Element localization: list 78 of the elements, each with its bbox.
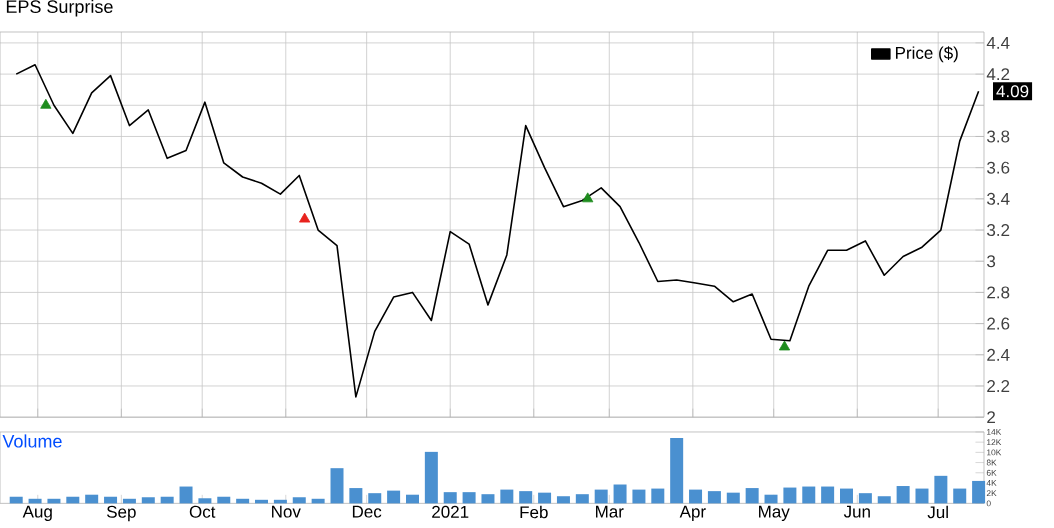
bar — [349, 488, 363, 504]
y-axis-title: Volume — [2, 434, 62, 448]
x-tick-label: Jun — [843, 505, 870, 518]
y-tick-label: 4.2 — [986, 68, 1010, 81]
y-tick-label: 3.2 — [987, 224, 1010, 237]
bar — [840, 488, 854, 504]
bar — [141, 497, 155, 504]
y-tick-label: 2.8 — [987, 286, 1010, 299]
x-tick-label: 2021 — [432, 505, 469, 518]
bar — [198, 498, 212, 504]
point — [40, 98, 52, 109]
x-tick-label: Dec — [352, 505, 382, 518]
bar — [972, 480, 986, 504]
bar — [368, 493, 382, 504]
bar — [481, 494, 495, 504]
bar — [9, 496, 23, 504]
bar — [613, 484, 627, 504]
x-tick-label: Nov — [272, 505, 301, 518]
bar — [934, 475, 948, 504]
y-tick-label: 2.2 — [987, 380, 1010, 392]
bar — [896, 486, 910, 504]
y-tick-label: 3.8 — [987, 130, 1010, 143]
bar — [405, 494, 419, 504]
x-tick-label: Sep — [107, 505, 136, 522]
bar — [292, 497, 306, 504]
bar — [443, 492, 457, 504]
x-tick-label: Jul — [927, 505, 948, 519]
bar — [462, 492, 476, 504]
bar — [575, 494, 589, 504]
bar — [538, 492, 552, 504]
y-tick-label: 3.6 — [987, 161, 1010, 174]
bar — [953, 488, 967, 504]
bar — [217, 496, 231, 504]
x-tick-label: May — [759, 505, 790, 521]
bar — [802, 486, 816, 504]
bar — [651, 488, 665, 504]
bar — [707, 491, 721, 504]
y-tick-label: 4.4 — [986, 37, 1010, 49]
bar — [764, 494, 778, 504]
bar — [726, 492, 740, 504]
bar — [877, 496, 891, 504]
bar — [821, 486, 835, 504]
bar — [783, 487, 797, 504]
annotation: 4.09 — [996, 85, 1029, 98]
bar — [689, 489, 703, 504]
y-tick-label: 2 — [987, 411, 995, 424]
x-tick-label: Oct — [189, 505, 216, 518]
legend-label: Price ($) — [895, 46, 958, 63]
x-tick-label: Feb — [520, 505, 548, 519]
bar — [387, 490, 401, 504]
point — [299, 212, 311, 223]
point — [582, 192, 594, 203]
bar — [179, 486, 193, 504]
bar — [632, 489, 646, 504]
bar — [104, 496, 118, 504]
chart-title: EPS Surprise — [6, 0, 113, 17]
bar — [519, 491, 533, 504]
x-tick-label: Aug — [22, 505, 52, 521]
y-tick-label: 3.4 — [987, 192, 1010, 205]
bar — [915, 488, 929, 504]
bar — [85, 494, 99, 504]
bar — [858, 493, 872, 504]
bar — [594, 489, 608, 504]
bar — [500, 489, 514, 504]
y-tick-label: 2.4 — [987, 348, 1010, 361]
y-tick-label: 2.6 — [987, 317, 1010, 330]
bar — [160, 496, 174, 504]
bar — [66, 496, 80, 504]
bar — [424, 451, 438, 504]
x-tick-label: Mar — [596, 505, 624, 518]
bar — [330, 468, 344, 504]
line-series — [15, 63, 980, 398]
bar — [556, 496, 570, 504]
bar — [745, 488, 759, 504]
y-tick-label: 3 — [987, 255, 996, 268]
x-tick-label: Apr — [679, 505, 706, 521]
bar — [670, 438, 684, 504]
point — [778, 340, 791, 351]
